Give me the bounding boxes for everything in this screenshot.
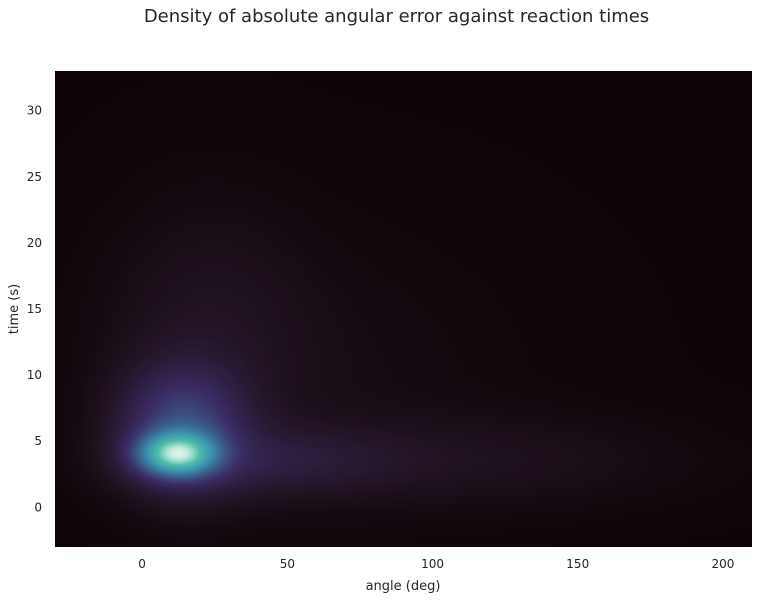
x-axis-label: angle (deg) — [366, 579, 441, 594]
x-tick-label: 150 — [566, 557, 589, 571]
x-tick-label: 50 — [280, 557, 295, 571]
x-tick-label: 200 — [712, 557, 735, 571]
chart-title: Density of absolute angular error agains… — [143, 6, 650, 27]
y-tick-label: 20 — [27, 236, 42, 250]
y-axis-label: time (s) — [7, 284, 22, 334]
density-field — [55, 71, 752, 547]
x-tick-label: 100 — [421, 557, 444, 571]
y-tick-label: 5 — [34, 434, 42, 448]
y-tick-label: 10 — [27, 368, 42, 382]
x-axis-ticks: 0 50 100 150 200 — [138, 557, 734, 571]
y-axis-ticks: 0 5 10 15 20 25 30 — [27, 104, 42, 515]
y-tick-label: 30 — [27, 104, 42, 118]
y-tick-label: 25 — [27, 170, 42, 184]
y-tick-label: 15 — [27, 302, 42, 316]
x-tick-label: 0 — [138, 557, 146, 571]
y-tick-label: 0 — [34, 500, 42, 514]
